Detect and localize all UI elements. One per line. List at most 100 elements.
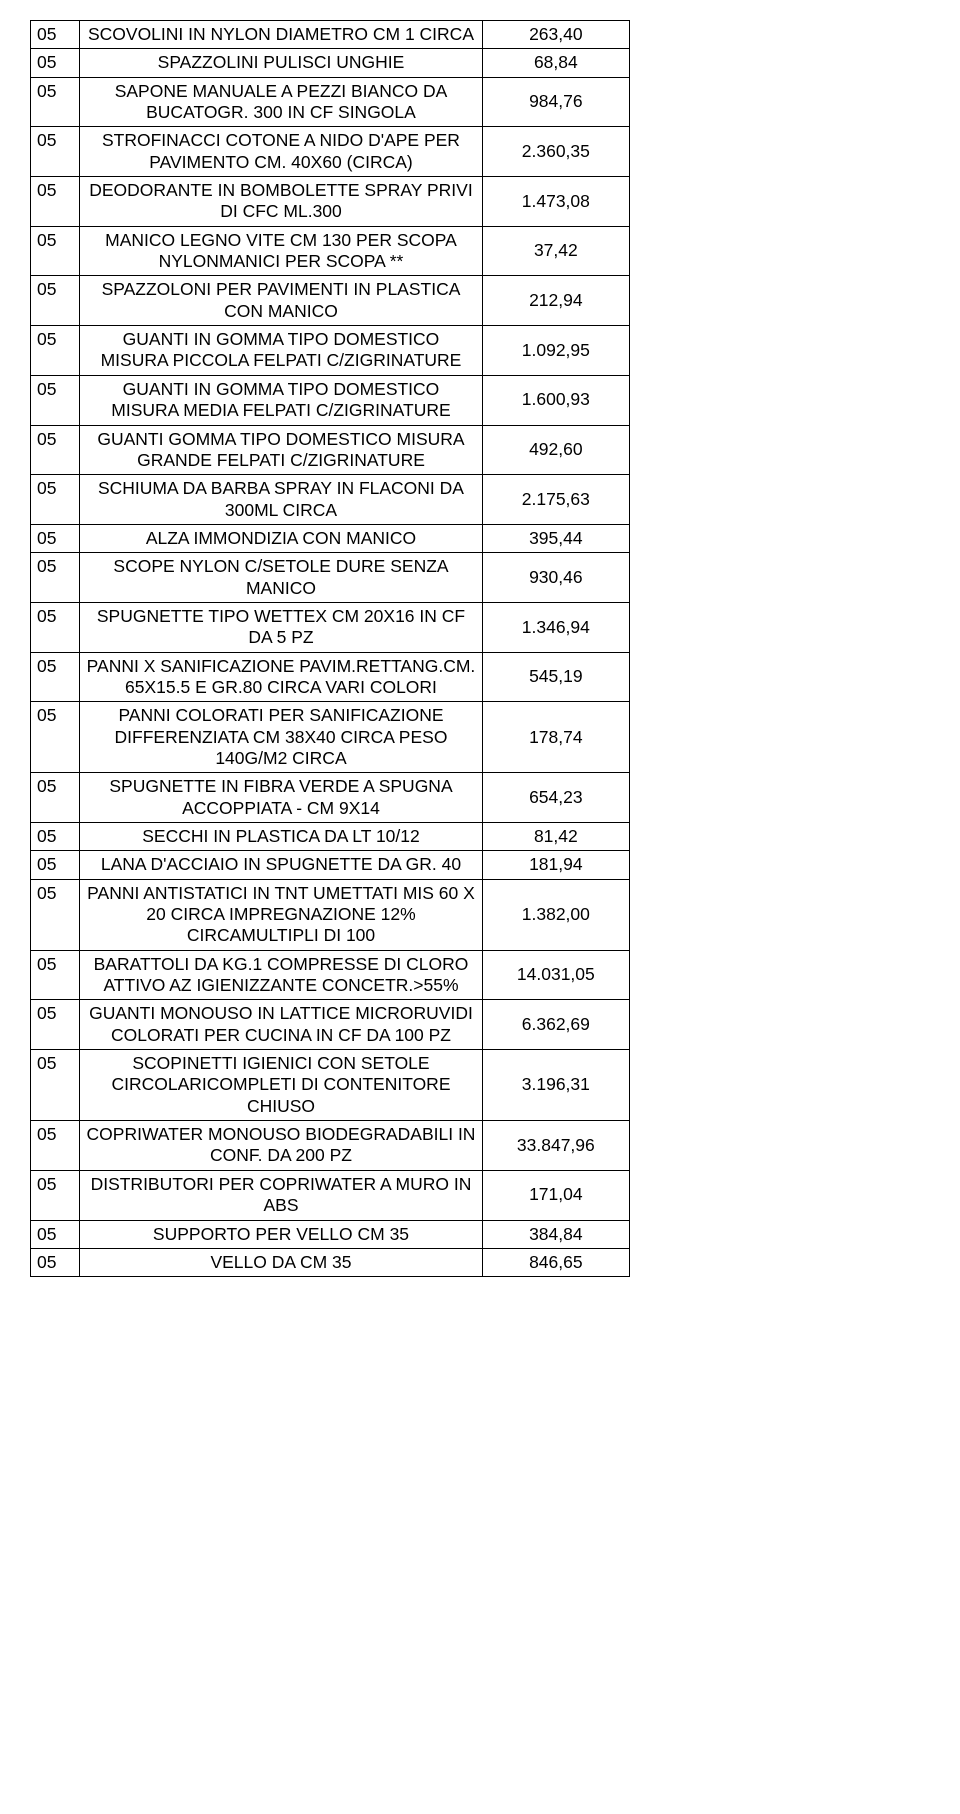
value-cell: 81,42 [482, 823, 629, 851]
code-cell: 05 [31, 226, 80, 276]
code-cell: 05 [31, 524, 80, 552]
description-cell: COPRIWATER MONOUSO BIODEGRADABILI IN CON… [80, 1121, 482, 1171]
value-cell: 212,94 [482, 276, 629, 326]
table-row: 05LANA D'ACCIAIO IN SPUGNETTE DA GR. 401… [31, 851, 630, 879]
value-cell: 263,40 [482, 21, 629, 49]
code-cell: 05 [31, 823, 80, 851]
description-cell: VELLO DA CM 35 [80, 1248, 482, 1276]
table-row: 05MANICO LEGNO VITE CM 130 PER SCOPA NYL… [31, 226, 630, 276]
code-cell: 05 [31, 21, 80, 49]
description-cell: SAPONE MANUALE A PEZZI BIANCO DA BUCATOG… [80, 77, 482, 127]
code-cell: 05 [31, 602, 80, 652]
description-cell: GUANTI IN GOMMA TIPO DOMESTICO MISURA PI… [80, 326, 482, 376]
code-cell: 05 [31, 1248, 80, 1276]
product-table: 05SCOVOLINI IN NYLON DIAMETRO CM 1 CIRCA… [30, 20, 630, 1277]
description-cell: GUANTI IN GOMMA TIPO DOMESTICO MISURA ME… [80, 375, 482, 425]
code-cell: 05 [31, 950, 80, 1000]
description-cell: SPAZZOLINI PULISCI UNGHIE [80, 49, 482, 77]
document-page: 05SCOVOLINI IN NYLON DIAMETRO CM 1 CIRCA… [0, 0, 960, 1297]
value-cell: 68,84 [482, 49, 629, 77]
description-cell: SCHIUMA DA BARBA SPRAY IN FLACONI DA 300… [80, 475, 482, 525]
description-cell: GUANTI MONOUSO IN LATTICE MICRORUVIDI CO… [80, 1000, 482, 1050]
table-row: 05ALZA IMMONDIZIA CON MANICO395,44 [31, 524, 630, 552]
value-cell: 1.473,08 [482, 177, 629, 227]
description-cell: BARATTOLI DA KG.1 COMPRESSE DI CLORO ATT… [80, 950, 482, 1000]
description-cell: MANICO LEGNO VITE CM 130 PER SCOPA NYLON… [80, 226, 482, 276]
description-cell: DEODORANTE IN BOMBOLETTE SPRAY PRIVI DI … [80, 177, 482, 227]
description-cell: PANNI ANTISTATICI IN TNT UMETTATI MIS 60… [80, 879, 482, 950]
table-row: 05SCOVOLINI IN NYLON DIAMETRO CM 1 CIRCA… [31, 21, 630, 49]
table-row: 05SPAZZOLINI PULISCI UNGHIE68,84 [31, 49, 630, 77]
table-row: 05DEODORANTE IN BOMBOLETTE SPRAY PRIVI D… [31, 177, 630, 227]
description-cell: SPUGNETTE IN FIBRA VERDE A SPUGNA ACCOPP… [80, 773, 482, 823]
table-row: 05SPUGNETTE IN FIBRA VERDE A SPUGNA ACCO… [31, 773, 630, 823]
value-cell: 395,44 [482, 524, 629, 552]
value-cell: 2.360,35 [482, 127, 629, 177]
table-row: 05SCOPE NYLON C/SETOLE DURE SENZA MANICO… [31, 553, 630, 603]
table-row: 05GUANTI MONOUSO IN LATTICE MICRORUVIDI … [31, 1000, 630, 1050]
table-row: 05SPUGNETTE TIPO WETTEX CM 20X16 IN CF D… [31, 602, 630, 652]
value-cell: 1.382,00 [482, 879, 629, 950]
value-cell: 492,60 [482, 425, 629, 475]
table-row: 05STROFINACCI COTONE A NIDO D'APE PER PA… [31, 127, 630, 177]
value-cell: 178,74 [482, 702, 629, 773]
code-cell: 05 [31, 553, 80, 603]
code-cell: 05 [31, 773, 80, 823]
value-cell: 984,76 [482, 77, 629, 127]
description-cell: STROFINACCI COTONE A NIDO D'APE PER PAVI… [80, 127, 482, 177]
description-cell: SCOVOLINI IN NYLON DIAMETRO CM 1 CIRCA [80, 21, 482, 49]
table-row: 05SCHIUMA DA BARBA SPRAY IN FLACONI DA 3… [31, 475, 630, 525]
description-cell: SCOPINETTI IGIENICI CON SETOLE CIRCOLARI… [80, 1050, 482, 1121]
description-cell: SPUGNETTE TIPO WETTEX CM 20X16 IN CF DA … [80, 602, 482, 652]
value-cell: 14.031,05 [482, 950, 629, 1000]
table-row: 05PANNI ANTISTATICI IN TNT UMETTATI MIS … [31, 879, 630, 950]
table-row: 05GUANTI GOMMA TIPO DOMESTICO MISURA GRA… [31, 425, 630, 475]
code-cell: 05 [31, 1121, 80, 1171]
code-cell: 05 [31, 425, 80, 475]
value-cell: 2.175,63 [482, 475, 629, 525]
table-row: 05PANNI COLORATI PER SANIFICAZIONE DIFFE… [31, 702, 630, 773]
description-cell: LANA D'ACCIAIO IN SPUGNETTE DA GR. 40 [80, 851, 482, 879]
code-cell: 05 [31, 851, 80, 879]
value-cell: 846,65 [482, 1248, 629, 1276]
value-cell: 1.600,93 [482, 375, 629, 425]
value-cell: 37,42 [482, 226, 629, 276]
description-cell: SECCHI IN PLASTICA DA LT 10/12 [80, 823, 482, 851]
code-cell: 05 [31, 177, 80, 227]
table-body: 05SCOVOLINI IN NYLON DIAMETRO CM 1 CIRCA… [31, 21, 630, 1277]
table-row: 05DISTRIBUTORI PER COPRIWATER A MURO IN … [31, 1170, 630, 1220]
table-row: 05SAPONE MANUALE A PEZZI BIANCO DA BUCAT… [31, 77, 630, 127]
description-cell: PANNI X SANIFICAZIONE PAVIM.RETTANG.CM. … [80, 652, 482, 702]
code-cell: 05 [31, 276, 80, 326]
code-cell: 05 [31, 702, 80, 773]
table-row: 05SPAZZOLONI PER PAVIMENTI IN PLASTICA C… [31, 276, 630, 326]
code-cell: 05 [31, 1170, 80, 1220]
code-cell: 05 [31, 77, 80, 127]
table-row: 05VELLO DA CM 35846,65 [31, 1248, 630, 1276]
table-row: 05SUPPORTO PER VELLO CM 35384,84 [31, 1220, 630, 1248]
table-row: 05SCOPINETTI IGIENICI CON SETOLE CIRCOLA… [31, 1050, 630, 1121]
table-row: 05GUANTI IN GOMMA TIPO DOMESTICO MISURA … [31, 326, 630, 376]
code-cell: 05 [31, 49, 80, 77]
code-cell: 05 [31, 1000, 80, 1050]
value-cell: 654,23 [482, 773, 629, 823]
table-row: 05SECCHI IN PLASTICA DA LT 10/1281,42 [31, 823, 630, 851]
table-row: 05GUANTI IN GOMMA TIPO DOMESTICO MISURA … [31, 375, 630, 425]
code-cell: 05 [31, 127, 80, 177]
value-cell: 930,46 [482, 553, 629, 603]
description-cell: PANNI COLORATI PER SANIFICAZIONE DIFFERE… [80, 702, 482, 773]
description-cell: ALZA IMMONDIZIA CON MANICO [80, 524, 482, 552]
code-cell: 05 [31, 652, 80, 702]
description-cell: GUANTI GOMMA TIPO DOMESTICO MISURA GRAND… [80, 425, 482, 475]
table-row: 05BARATTOLI DA KG.1 COMPRESSE DI CLORO A… [31, 950, 630, 1000]
code-cell: 05 [31, 326, 80, 376]
description-cell: SCOPE NYLON C/SETOLE DURE SENZA MANICO [80, 553, 482, 603]
value-cell: 3.196,31 [482, 1050, 629, 1121]
code-cell: 05 [31, 1050, 80, 1121]
table-row: 05COPRIWATER MONOUSO BIODEGRADABILI IN C… [31, 1121, 630, 1171]
code-cell: 05 [31, 1220, 80, 1248]
table-row: 05PANNI X SANIFICAZIONE PAVIM.RETTANG.CM… [31, 652, 630, 702]
value-cell: 384,84 [482, 1220, 629, 1248]
code-cell: 05 [31, 375, 80, 425]
value-cell: 6.362,69 [482, 1000, 629, 1050]
